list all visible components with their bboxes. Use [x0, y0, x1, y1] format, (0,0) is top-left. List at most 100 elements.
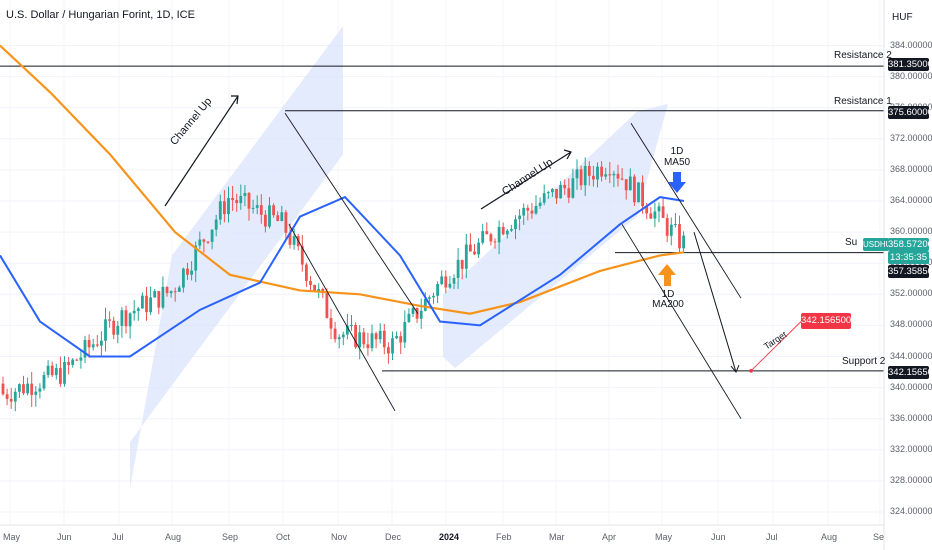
- candle-body: [501, 226, 505, 235]
- candle-body: [526, 207, 530, 211]
- candle-body: [592, 175, 595, 180]
- candle-down: [30, 371, 34, 407]
- candle-body: [161, 286, 165, 308]
- candle-body: [633, 176, 636, 203]
- channel-up-2-arrowhead: [563, 149, 572, 160]
- candle-body: [30, 383, 34, 395]
- candle-down: [264, 210, 267, 233]
- candle-up: [628, 168, 632, 191]
- x-tick-label: 2024: [439, 532, 460, 542]
- candle-up: [378, 323, 382, 344]
- candle-body: [428, 297, 431, 299]
- candle-up: [218, 194, 222, 225]
- support-1-label: Su: [845, 237, 858, 248]
- candle-body: [600, 166, 603, 177]
- trend-drawings: [284, 112, 806, 419]
- ma200-arrow-up: [658, 264, 676, 286]
- candle-body: [399, 336, 403, 343]
- y-tick-label: 368.000000: [890, 163, 932, 174]
- candle-body: [596, 166, 599, 180]
- candle-up: [227, 186, 230, 223]
- candle-body: [198, 239, 202, 246]
- candle-down: [87, 334, 91, 358]
- support-1-price: 357.358500: [888, 265, 932, 278]
- candle-body: [678, 224, 681, 249]
- candle-body: [530, 210, 534, 214]
- candle-body: [100, 340, 103, 346]
- candle-body: [157, 291, 161, 308]
- x-tick-label: Se: [873, 532, 885, 542]
- candle-down: [223, 190, 226, 223]
- candle-up: [18, 383, 21, 399]
- candle-body: [63, 361, 66, 384]
- candle-body: [268, 205, 271, 227]
- candle-down: [374, 331, 378, 349]
- candle-down: [387, 342, 390, 364]
- candle-body: [637, 182, 640, 203]
- candle-down: [555, 188, 558, 204]
- candle-up: [100, 331, 103, 357]
- candle-up: [239, 184, 243, 210]
- candle-body: [571, 178, 575, 198]
- candle-up: [669, 217, 673, 246]
- candle-body: [481, 231, 485, 243]
- candle-up: [612, 170, 616, 188]
- candle-down: [366, 332, 370, 356]
- candle-down: [22, 375, 25, 396]
- candle-up: [657, 202, 661, 223]
- candle-down: [202, 238, 206, 253]
- candle-down: [309, 275, 312, 292]
- x-tick-label: Mar: [549, 532, 565, 542]
- candle-body: [674, 224, 677, 226]
- candle-down: [300, 235, 304, 272]
- candle-body: [132, 310, 136, 314]
- candle-body: [206, 241, 210, 243]
- candle-body: [456, 259, 460, 279]
- candle-body: [555, 188, 558, 199]
- candle-up: [161, 276, 165, 310]
- candle-up: [38, 383, 42, 399]
- candle-up: [436, 281, 439, 304]
- candle-up: [136, 306, 140, 321]
- candle-up: [190, 261, 193, 281]
- candle-body: [95, 344, 99, 346]
- candle-body: [153, 291, 157, 298]
- candle-down: [489, 232, 493, 246]
- candle-down: [473, 243, 476, 256]
- candle-body: [464, 244, 468, 269]
- candle-body: [169, 291, 173, 294]
- candle-down: [145, 286, 148, 321]
- candle-down: [641, 175, 644, 214]
- x-tick-label: Jun: [57, 532, 72, 542]
- candle-body: [272, 205, 275, 216]
- x-tick-label: Jun: [711, 532, 726, 542]
- chart-title: U.S. Dollar / Hungarian Forint, 1D, ICE: [6, 9, 195, 21]
- candle-up: [546, 190, 550, 199]
- candle-body: [387, 347, 390, 354]
- candle-up: [255, 195, 259, 215]
- candle-body: [366, 344, 370, 349]
- candle-body: [362, 332, 366, 345]
- channel-up-zones: [130, 26, 668, 489]
- y-tick-label: 336.000000: [890, 412, 932, 423]
- target-point: [749, 369, 753, 373]
- descending-channel-2-bottom: [621, 224, 742, 419]
- candle-body: [108, 319, 111, 321]
- y-tick-label: 332.000000: [890, 443, 932, 454]
- candle-up: [464, 233, 468, 279]
- candle-body: [87, 339, 91, 348]
- candle-up: [141, 292, 144, 309]
- channel-up-1-arrow: [164, 95, 239, 207]
- y-tick-label: 324.000000: [890, 506, 932, 516]
- candle-body: [497, 226, 501, 243]
- candle-body: [665, 217, 669, 236]
- candle-body: [604, 174, 608, 177]
- candle-down: [284, 210, 288, 242]
- candle-body: [616, 173, 620, 179]
- candle-up: [456, 247, 460, 289]
- candle-body: [382, 330, 386, 348]
- candle-body: [91, 344, 95, 348]
- candle-down: [665, 213, 669, 243]
- currency-label: HUF: [892, 12, 913, 23]
